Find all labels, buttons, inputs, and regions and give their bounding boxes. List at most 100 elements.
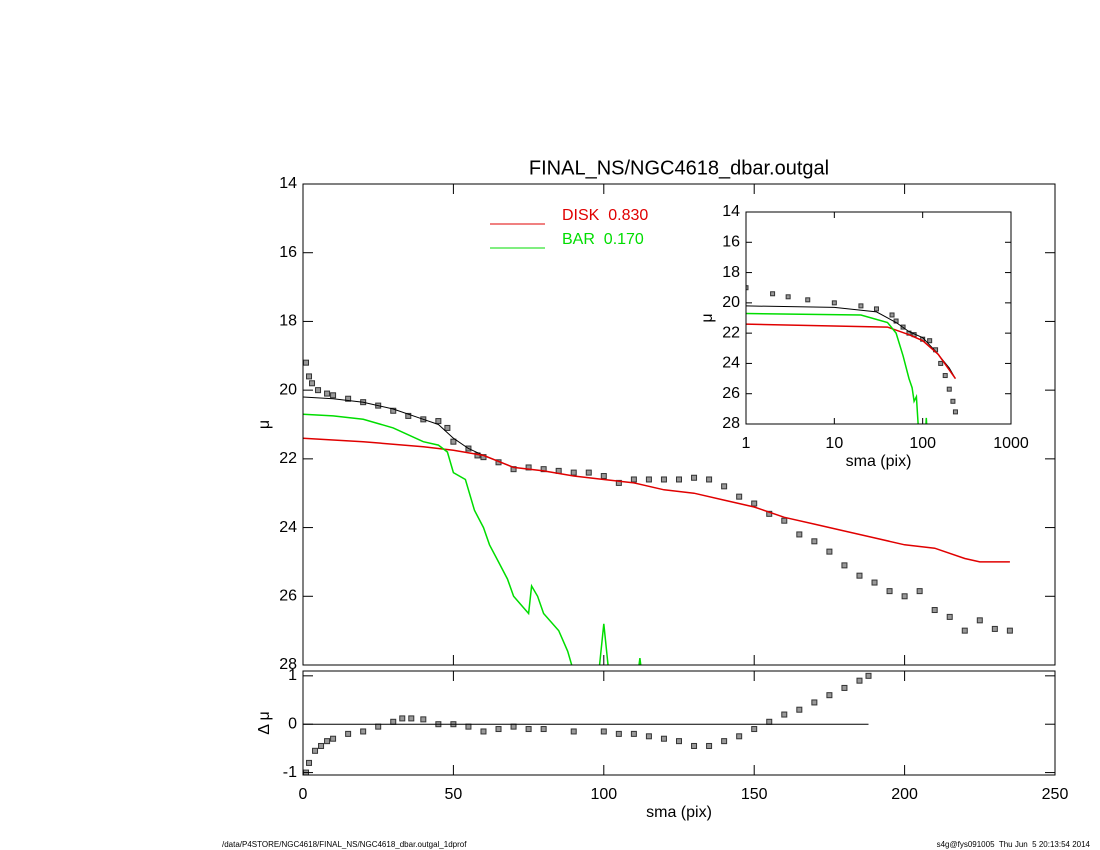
data-point bbox=[465, 723, 472, 730]
data-point bbox=[931, 607, 938, 614]
data-point bbox=[865, 672, 872, 679]
data-point bbox=[676, 738, 682, 745]
data-point bbox=[375, 723, 382, 730]
data-point bbox=[495, 726, 502, 733]
y-tick-label: 16 bbox=[279, 244, 297, 261]
data-point bbox=[615, 479, 622, 486]
profile-line bbox=[303, 396, 514, 468]
data-point bbox=[450, 438, 457, 445]
data-point bbox=[525, 726, 532, 733]
data-point bbox=[600, 473, 607, 480]
data-point bbox=[781, 517, 788, 524]
data-point bbox=[345, 730, 352, 737]
data-point bbox=[796, 706, 803, 713]
data-point bbox=[306, 759, 313, 766]
data-point bbox=[856, 572, 863, 579]
data-point bbox=[946, 613, 953, 620]
data-point bbox=[796, 531, 803, 538]
data-point bbox=[826, 692, 833, 699]
y-tick-label: 1 bbox=[288, 667, 297, 684]
data-point bbox=[420, 716, 427, 723]
data-point bbox=[444, 424, 451, 431]
y-tick-label: 26 bbox=[279, 588, 297, 605]
data-point bbox=[408, 715, 415, 722]
profile-line bbox=[746, 323, 957, 380]
footer-right: s4g@fys091005 Thu Jun 5 20:13:54 2014 bbox=[937, 840, 1091, 849]
data-point bbox=[312, 747, 319, 754]
data-point bbox=[942, 373, 948, 379]
data-point bbox=[570, 469, 577, 476]
x-tick-label: 1 bbox=[742, 435, 751, 452]
data-point bbox=[324, 390, 331, 397]
x-axis-label: sma (pix) bbox=[846, 453, 912, 470]
y-tick-label: 16 bbox=[722, 234, 740, 251]
data-point bbox=[600, 728, 607, 735]
data-point bbox=[540, 726, 547, 733]
data-point bbox=[781, 711, 788, 718]
y-tick-label: 18 bbox=[722, 264, 740, 281]
axes-box bbox=[302, 183, 1056, 666]
y-tick-label: 26 bbox=[722, 385, 740, 402]
data-point bbox=[435, 418, 442, 425]
data-point bbox=[345, 395, 352, 402]
data-point bbox=[736, 733, 743, 740]
data-point bbox=[480, 728, 487, 735]
data-point bbox=[886, 588, 893, 595]
data-point bbox=[746, 285, 749, 291]
data-point bbox=[309, 380, 316, 387]
plot-area bbox=[746, 285, 958, 424]
data-point bbox=[570, 728, 577, 735]
data-point bbox=[630, 476, 637, 483]
legend-label: BAR 0.170 bbox=[562, 231, 644, 248]
y-tick-label: 22 bbox=[279, 450, 297, 467]
data-point bbox=[751, 500, 758, 507]
data-point bbox=[766, 510, 773, 517]
data-point bbox=[805, 297, 811, 303]
axes-box bbox=[302, 670, 1056, 776]
data-point bbox=[751, 726, 758, 733]
data-point bbox=[360, 728, 367, 735]
data-point bbox=[399, 715, 406, 722]
data-point bbox=[976, 617, 983, 624]
data-point bbox=[390, 407, 397, 414]
plot-area bbox=[303, 359, 1013, 665]
x-tick-label: 200 bbox=[891, 786, 918, 803]
chart-title: FINAL_NS/NGC4618_dbar.outgal bbox=[529, 157, 829, 179]
data-point bbox=[873, 306, 879, 312]
profile-line bbox=[303, 437, 1010, 563]
data-point bbox=[645, 476, 652, 483]
x-tick-label: 0 bbox=[299, 786, 308, 803]
data-point bbox=[306, 373, 313, 380]
profile-line bbox=[303, 413, 642, 665]
data-point bbox=[721, 483, 728, 490]
data-point bbox=[390, 718, 397, 725]
data-point bbox=[770, 291, 776, 297]
data-point bbox=[721, 738, 728, 745]
data-point bbox=[615, 730, 622, 737]
data-point bbox=[811, 538, 818, 545]
data-point bbox=[303, 359, 310, 366]
data-point bbox=[831, 300, 837, 306]
data-point bbox=[950, 398, 956, 404]
y-tick-label: 24 bbox=[279, 519, 297, 536]
data-point bbox=[785, 294, 791, 300]
data-point bbox=[889, 312, 895, 318]
y-tick-label: 24 bbox=[722, 355, 740, 372]
y-tick-label: 22 bbox=[722, 324, 740, 341]
data-point bbox=[826, 548, 833, 555]
data-point bbox=[318, 742, 325, 749]
y-axis-label: μ bbox=[699, 313, 716, 322]
data-point bbox=[706, 742, 713, 749]
data-point bbox=[525, 464, 532, 471]
legend-label: DISK 0.830 bbox=[562, 207, 648, 224]
x-tick-label: 150 bbox=[741, 786, 768, 803]
y-axis-label: Δ μ bbox=[256, 711, 273, 734]
data-point bbox=[841, 684, 848, 691]
y-tick-label: 28 bbox=[279, 656, 297, 673]
data-point bbox=[916, 588, 923, 595]
data-point bbox=[952, 409, 958, 415]
data-point bbox=[991, 625, 998, 632]
profile-line bbox=[746, 312, 928, 424]
x-tick-label: 1000 bbox=[993, 435, 1029, 452]
data-point bbox=[946, 386, 952, 392]
